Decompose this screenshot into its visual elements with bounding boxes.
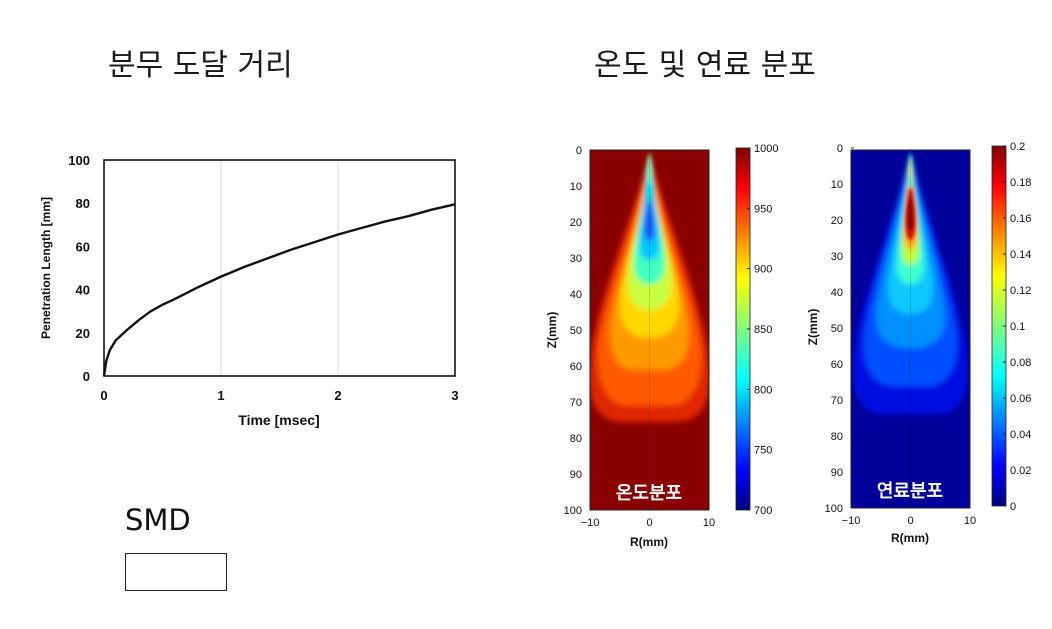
line-chart-y-tick-label: 80 <box>76 196 90 211</box>
smd-label: SMD <box>125 503 191 537</box>
temperature-x-ticks: −10 0 10 <box>581 150 715 529</box>
fuel-x-axis-label: R(mm) <box>891 531 929 545</box>
colorbar-tick-label: 700 <box>754 505 772 517</box>
colorbar-tick-label: 0.02 <box>1010 465 1031 477</box>
contour-y-tick-label: 40 <box>570 289 582 301</box>
temperature-core <box>646 152 653 205</box>
contour-x-tick-label: −10 <box>842 515 861 527</box>
contour-y-tick-label: 60 <box>570 361 582 373</box>
colorbar-tick-label: 750 <box>754 445 772 457</box>
colorbar-tick-label: 950 <box>754 203 772 215</box>
contour-x-tick-label: 10 <box>703 517 715 529</box>
colorbar-tick-label: 850 <box>754 324 772 336</box>
temperature-x-axis-label: R(mm) <box>630 535 668 549</box>
line-chart-y-tick-label: 40 <box>76 283 90 298</box>
contour-y-tick-label: 80 <box>831 431 843 443</box>
contour-y-tick-label: 100 <box>564 505 582 517</box>
fuel-y-ticks: 0 10 20 30 40 50 60 70 80 90 100 <box>825 143 854 515</box>
contour-y-tick-label: 0 <box>576 145 582 157</box>
penetration-line-chart: 0 1 2 3 0 20 40 60 80 100 Time [msec] Penetratio… <box>39 153 459 428</box>
colorbar-tick-label: 0.2 <box>1010 141 1025 153</box>
contour-y-tick-label: 30 <box>831 251 843 263</box>
line-chart-y-ticks: 0 20 40 60 80 100 <box>68 153 90 384</box>
contour-y-tick-label: 80 <box>570 433 582 445</box>
line-chart-x-tick-label: 2 <box>334 388 341 403</box>
temperature-colorbar-ticks: 1000 950 900 850 800 750 700 <box>747 143 778 517</box>
temperature-y-ticks: 0 10 20 30 40 50 60 70 80 90 100 <box>564 145 593 517</box>
colorbar-tick-label: 1000 <box>754 143 778 155</box>
line-chart-plot-frame <box>103 159 456 377</box>
smd-value-box[interactable] <box>125 553 227 591</box>
colorbar-tick-label: 0.08 <box>1010 357 1031 369</box>
title-spray-penetration: 분무 도달 거리 <box>108 48 293 83</box>
contour-x-tick-label: 0 <box>907 515 913 527</box>
temperature-plume <box>590 152 709 422</box>
colorbar-tick-label: 0.14 <box>1010 249 1031 261</box>
contour-x-tick-label: 10 <box>964 515 976 527</box>
contour-y-tick-label: 20 <box>570 217 582 229</box>
colorbar-tick-label: 900 <box>754 264 772 276</box>
fuel-core <box>905 152 916 240</box>
fuel-x-ticks: −10 0 10 <box>842 148 976 527</box>
fuel-y-axis-label: Z(mm) <box>806 309 820 346</box>
contour-y-tick-label: 100 <box>825 503 843 515</box>
contour-y-tick-label: 0 <box>837 143 843 155</box>
line-chart-y-tick-label: 20 <box>76 326 90 341</box>
contour-y-tick-label: 10 <box>831 179 843 191</box>
colorbar-tick-label: 0 <box>1010 501 1016 513</box>
line-chart-y-tick-label: 100 <box>68 153 90 168</box>
line-chart-y-tick-label: 60 <box>76 239 90 254</box>
contour-y-tick-label: 70 <box>570 397 582 409</box>
contour-y-tick-label: 60 <box>831 359 843 371</box>
contour-y-tick-label: 50 <box>570 325 582 337</box>
fuel-contour-map: 0 10 20 30 40 50 60 70 80 90 100 −10 0 10 R(mm) Z(mm… <box>806 141 1031 545</box>
contour-y-tick-label: 20 <box>831 215 843 227</box>
colorbar-tick-label: 800 <box>754 384 772 396</box>
contour-y-tick-label: 70 <box>831 395 843 407</box>
colorbar-tick-label: 0.04 <box>1010 429 1031 441</box>
line-chart-x-axis-label: Time [msec] <box>238 412 319 428</box>
line-chart-x-tick-label: 1 <box>217 388 224 403</box>
contour-y-tick-label: 50 <box>831 323 843 335</box>
temperature-contour-map: 0 10 20 30 40 50 60 70 80 90 100 −10 0 10 R(mm) Z(mm… <box>545 143 778 549</box>
title-temperature-fuel-distribution: 온도 및 연료 분포 <box>594 48 816 83</box>
fuel-colorbar-ticks: 0.2 0.18 0.16 0.14 0.12 0.1 0.08 0.06 0.04 0.02 0 <box>1003 141 1031 513</box>
contour-x-tick-label: −10 <box>581 517 600 529</box>
line-chart-grid <box>220 160 339 376</box>
fuel-overlay-label: 연료분포 <box>877 481 943 502</box>
colorbar-tick-label: 0.1 <box>1010 321 1025 333</box>
line-chart-y-axis-label: Penetration Length [mm] <box>39 197 53 339</box>
line-chart-y-tick-label: 0 <box>83 369 90 384</box>
colorbar-tick-label: 0.18 <box>1010 177 1031 189</box>
contour-y-tick-label: 90 <box>831 467 843 479</box>
penetration-series-line <box>102 203 456 377</box>
contour-x-tick-label: 0 <box>646 517 652 529</box>
colorbar-tick-label: 0.16 <box>1010 213 1031 225</box>
contour-y-tick-label: 90 <box>570 469 582 481</box>
contour-y-tick-label: 40 <box>831 287 843 299</box>
contour-y-tick-label: 30 <box>570 253 582 265</box>
contour-y-tick-label: 10 <box>570 181 582 193</box>
colorbar-tick-label: 0.06 <box>1010 393 1031 405</box>
temperature-y-axis-label: Z(mm) <box>545 312 559 349</box>
colorbar-tick-label: 0.12 <box>1010 285 1031 297</box>
temperature-overlay-label: 온도분포 <box>616 483 682 504</box>
line-chart-x-ticks: 0 1 2 3 <box>100 388 458 403</box>
line-chart-x-tick-label: 0 <box>100 388 107 403</box>
line-chart-x-tick-label: 3 <box>451 388 458 403</box>
